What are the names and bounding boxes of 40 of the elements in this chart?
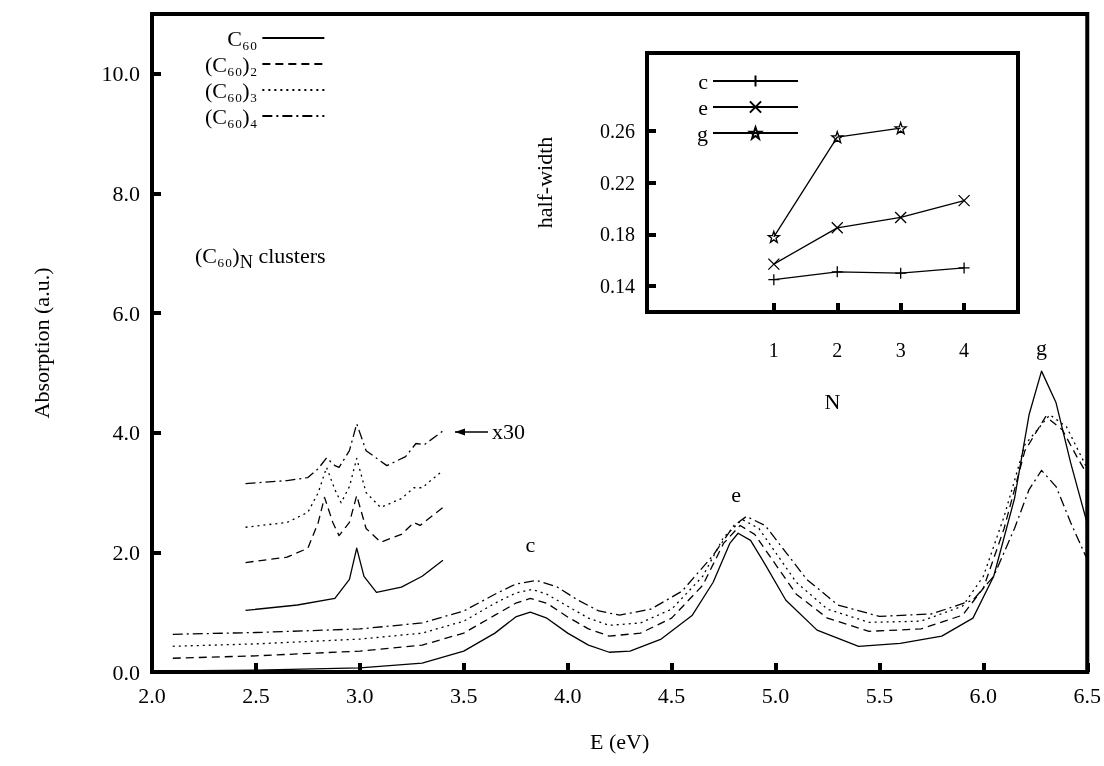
y-tick-label: 0.0 — [112, 659, 140, 685]
y-tick-label: 0.14 — [600, 275, 635, 298]
annotation: c — [525, 531, 536, 557]
y-tick-label: 10.0 — [101, 61, 140, 87]
x-tick-label: 4.0 — [553, 682, 582, 708]
x-tick-label: 3.0 — [346, 682, 374, 708]
y-axis-title: Absorption (a.u.) — [28, 267, 54, 419]
legend-label: (C₆₀)₃ — [204, 77, 258, 103]
y-tick-label: 6.0 — [112, 300, 140, 326]
y-tick-label: 8.0 — [112, 180, 140, 206]
x-tick-label: 6.0 — [969, 682, 998, 708]
legend-label: (C₆₀)₄ — [204, 103, 258, 129]
legend-label: C₆₀ — [227, 25, 258, 51]
x-tick-label: 2.0 — [138, 682, 166, 708]
y-tick-label: 0.26 — [600, 119, 635, 142]
legend-label: e — [698, 94, 708, 120]
annotation: x30 — [492, 419, 525, 444]
legend-label: c — [698, 68, 709, 94]
x-tick-label: 5.5 — [865, 682, 894, 708]
y-tick-label: 2.0 — [112, 539, 140, 565]
x-tick-label: 4 — [959, 339, 970, 361]
annotation: e — [731, 481, 742, 507]
x-tick-label: 6.5 — [1073, 682, 1101, 708]
y-tick-label: 4.0 — [112, 420, 140, 446]
legend-label: (C₆₀)₂ — [204, 51, 258, 77]
x-tick-label: 2.5 — [242, 682, 270, 708]
x-tick-label: 5.0 — [761, 682, 790, 708]
y-axis-title: half-width — [531, 136, 557, 229]
x-axis-title: N — [824, 388, 841, 414]
x-tick-label: 2 — [832, 339, 843, 361]
x-tick-label: 3 — [895, 339, 906, 361]
y-tick-label: 0.18 — [600, 223, 635, 246]
annotation: g — [1036, 334, 1048, 360]
x-tick-label: 1 — [768, 339, 779, 361]
x-axis-title: E (eV) — [590, 728, 650, 754]
legend-label: g — [697, 120, 708, 146]
x-tick-label: 4.5 — [657, 682, 686, 708]
x-tick-label: 3.5 — [450, 682, 478, 708]
y-tick-label: 0.22 — [600, 171, 635, 194]
annotation: (C₆₀)$_{N}$ clusters — [195, 243, 326, 273]
